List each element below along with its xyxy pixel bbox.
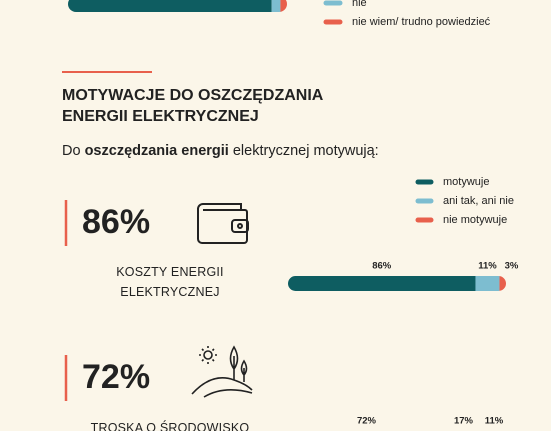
title-line: ENERGII ELEKTRYCZNEJ	[62, 108, 259, 125]
value-label: 11%	[485, 416, 504, 427]
value-label: 11%	[478, 261, 497, 272]
subtitle-part: oszczędzania energii	[85, 143, 229, 159]
value-label: 72%	[357, 416, 377, 427]
headline: 86%	[82, 203, 150, 241]
legend-label: nie	[352, 0, 367, 9]
category-label: TROSKA O ŚRODOWISKO	[90, 421, 250, 431]
legend-label: motywuje	[443, 176, 489, 188]
subtitle-part: elektrycznej motywują:	[229, 143, 379, 159]
value-label: 3%	[505, 261, 519, 272]
bar-segment	[68, 0, 272, 12]
title-line: MOTYWACJE DO OSZCZĘDZANIA	[62, 87, 324, 104]
legend-label: nie motywuje	[443, 214, 507, 226]
headline: 72%	[82, 358, 150, 396]
legend-label: ani tak, ani nie	[443, 195, 514, 207]
bar-segment	[288, 276, 476, 291]
stacked-bar	[288, 276, 506, 291]
category-label: KOSZTY ENERGII ELEKTRYCZNEJ	[116, 265, 224, 299]
stacked-bar	[68, 0, 287, 12]
bar-segment	[475, 276, 500, 291]
bar-segment	[271, 0, 281, 12]
environment-icon	[191, 345, 253, 398]
bar-segment	[499, 276, 506, 291]
subtitle-part: Do	[62, 143, 85, 159]
subtitle: Do oszczędzania energii elektrycznej mot…	[62, 143, 379, 159]
wallet-icon	[197, 203, 249, 244]
bar-segment	[280, 0, 287, 12]
value-label: 86%	[372, 261, 392, 272]
legend-label: nie wiem/ trudno powiedzieć	[352, 16, 491, 28]
value-label: 17%	[454, 416, 474, 427]
